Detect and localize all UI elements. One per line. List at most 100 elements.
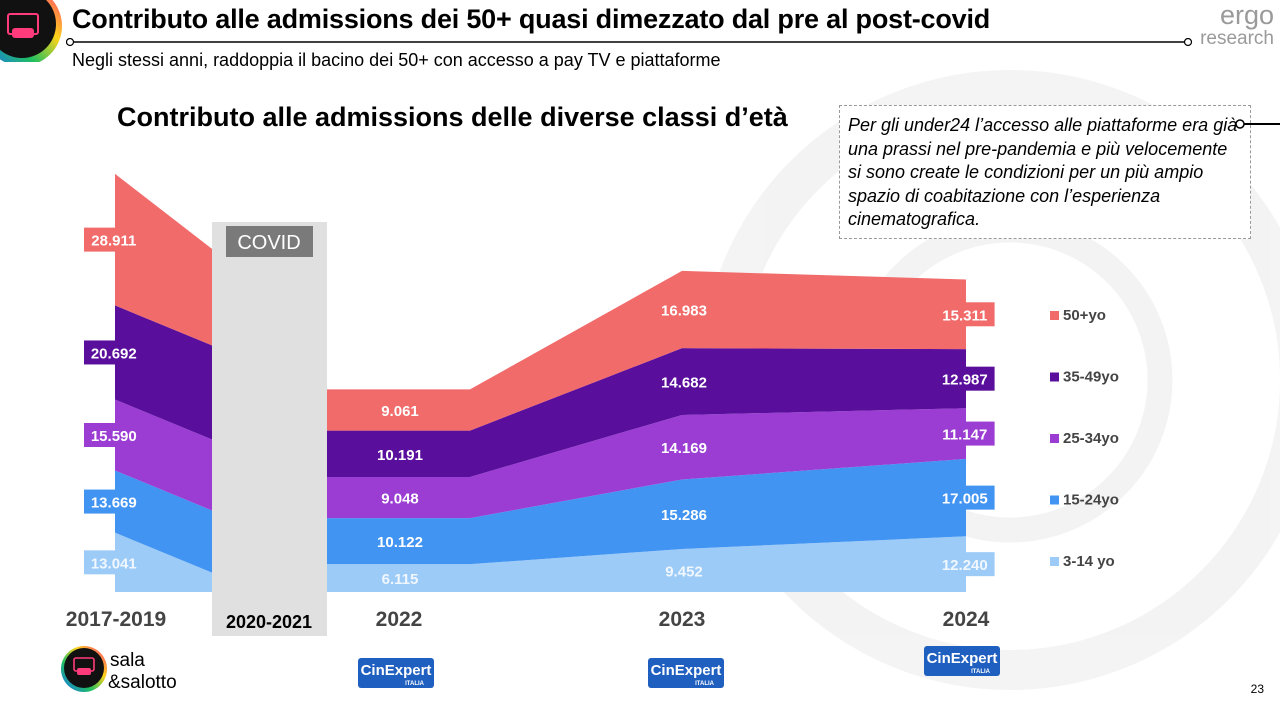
ergo-research-logo: ergo research [1200, 2, 1274, 49]
data-label-text: 9.061 [381, 403, 419, 420]
data-label-text: 6.115 [382, 571, 419, 588]
data-label-bg [84, 489, 144, 514]
chart-title: Contributo alle admissions delle diverse… [117, 102, 788, 132]
data-label-text: 20.692 [91, 345, 137, 362]
data-label: 6.115 [374, 566, 426, 591]
data-label: 16.983 [654, 297, 714, 322]
data-label-bg [654, 297, 714, 322]
data-label-text: 15.311 [942, 307, 987, 324]
data-label-text: 17.005 [942, 491, 988, 508]
data-label-bg [935, 485, 995, 510]
area-3-14-yo [327, 536, 966, 592]
data-label: 13.041 [84, 550, 144, 575]
cinexpert-logo-text: CinExpert [651, 662, 722, 679]
cinexpert-logo-sub: ITALIA [971, 669, 991, 675]
area-35-49yo-2017-2019 [115, 305, 212, 440]
data-label: 17.005 [935, 485, 995, 510]
data-label: 9.061 [374, 397, 426, 422]
data-label-text: 14.682 [661, 375, 707, 392]
area-50-yo [327, 270, 966, 431]
data-label: 14.682 [654, 369, 714, 394]
covid-label-box [226, 226, 313, 257]
sala-salotto-footer-logo: sala &salotto [61, 646, 177, 693]
data-label-text: 28.911 [91, 233, 136, 250]
data-label-bg [374, 566, 426, 591]
data-label-bg [654, 435, 714, 460]
legend-swatch [1050, 372, 1059, 382]
data-label-text: 15.590 [91, 428, 137, 445]
note-connector [1235, 119, 1280, 129]
covid-band [212, 222, 327, 636]
data-label: 9.452 [658, 558, 710, 583]
sala-salotto-logo-icon [0, 0, 62, 62]
data-label-bg [84, 227, 144, 252]
data-label-bg [935, 302, 995, 327]
data-label: 15.311 [935, 302, 995, 327]
data-label: 10.122 [370, 529, 430, 554]
page-title: Contributo alle admissions dei 50+ quasi… [72, 4, 991, 34]
cinexpert-logo-text: CinExpert [927, 650, 998, 667]
legend-swatch [1050, 495, 1059, 505]
area-25-34yo [327, 408, 966, 519]
legend-label: 35-49yo [1063, 369, 1119, 386]
data-label: 11.147 [935, 421, 995, 446]
legend-label: 25-34yo [1063, 430, 1119, 447]
data-label-text: 13.041 [91, 555, 137, 572]
data-label-text: 10.122 [377, 534, 423, 551]
data-label: 13.669 [84, 489, 144, 514]
x-axis-label: 2024 [943, 608, 990, 631]
note-box: Per gli under24 l’accesso alle piattafor… [839, 105, 1251, 239]
legend-swatch [1050, 434, 1059, 443]
area-3-14-yo-2017-2019 [115, 532, 212, 592]
legend-swatch [1050, 557, 1059, 566]
data-label-bg [935, 366, 995, 391]
page-subtitle: Negli stessi anni, raddoppia il bacino d… [72, 50, 721, 70]
data-label-text: 9.048 [381, 491, 419, 508]
data-label-text: 15.286 [661, 507, 707, 524]
data-label-text: 16.983 [661, 303, 707, 320]
data-label-bg [84, 423, 144, 448]
data-label: 20.692 [84, 340, 144, 365]
area-15-24yo [327, 458, 966, 565]
data-label: 9.048 [374, 485, 426, 510]
data-label: 28.911 [84, 227, 144, 252]
data-label-bg [374, 397, 426, 422]
data-label-bg [84, 550, 144, 575]
data-label: 14.169 [654, 435, 714, 460]
x-axis-label: 2020-2021 [226, 612, 312, 632]
page-number: 23 [1250, 682, 1264, 696]
legend-label: 50+yo [1063, 307, 1106, 324]
cinexpert-logo-2022: CinExpert ITALIA [358, 658, 434, 688]
footer-logo-text-2: &salotto [108, 672, 177, 693]
cinexpert-logo-sub: ITALIA [405, 681, 425, 687]
area-35-49yo [327, 348, 966, 477]
data-label-text: 11.147 [942, 427, 987, 444]
data-label: 10.191 [370, 441, 430, 466]
data-label-bg [370, 529, 430, 554]
legend-swatch [1050, 311, 1059, 320]
data-label-bg [84, 340, 144, 365]
covid-label: COVID [237, 232, 300, 254]
x-axis-label: 2023 [659, 608, 706, 631]
data-label-bg [654, 369, 714, 394]
cinexpert-logo-2024: CinExpert ITALIA [924, 646, 1000, 676]
cinexpert-logo-sub: ITALIA [695, 681, 715, 687]
area-50-yo-2017-2019 [115, 173, 212, 346]
footer-logo-text-1: sala [110, 650, 145, 671]
title-divider [66, 38, 1193, 47]
data-label-text: 10.191 [377, 447, 423, 464]
data-label-bg [658, 558, 710, 583]
data-label: 12.987 [935, 366, 995, 391]
data-label-bg [374, 485, 426, 510]
brand-line-2: research [1200, 28, 1274, 49]
data-label: 12.240 [935, 552, 995, 577]
data-label-text: 12.240 [942, 557, 988, 574]
data-label-bg [370, 441, 430, 466]
x-axis-label: 2022 [376, 608, 423, 631]
data-label-text: 14.169 [661, 440, 707, 457]
data-label-bg [654, 502, 714, 527]
data-label-text: 12.987 [942, 372, 988, 389]
data-label-text: 13.669 [91, 495, 137, 512]
legend-label: 3-14 yo [1063, 553, 1115, 570]
data-label: 15.286 [654, 502, 714, 527]
